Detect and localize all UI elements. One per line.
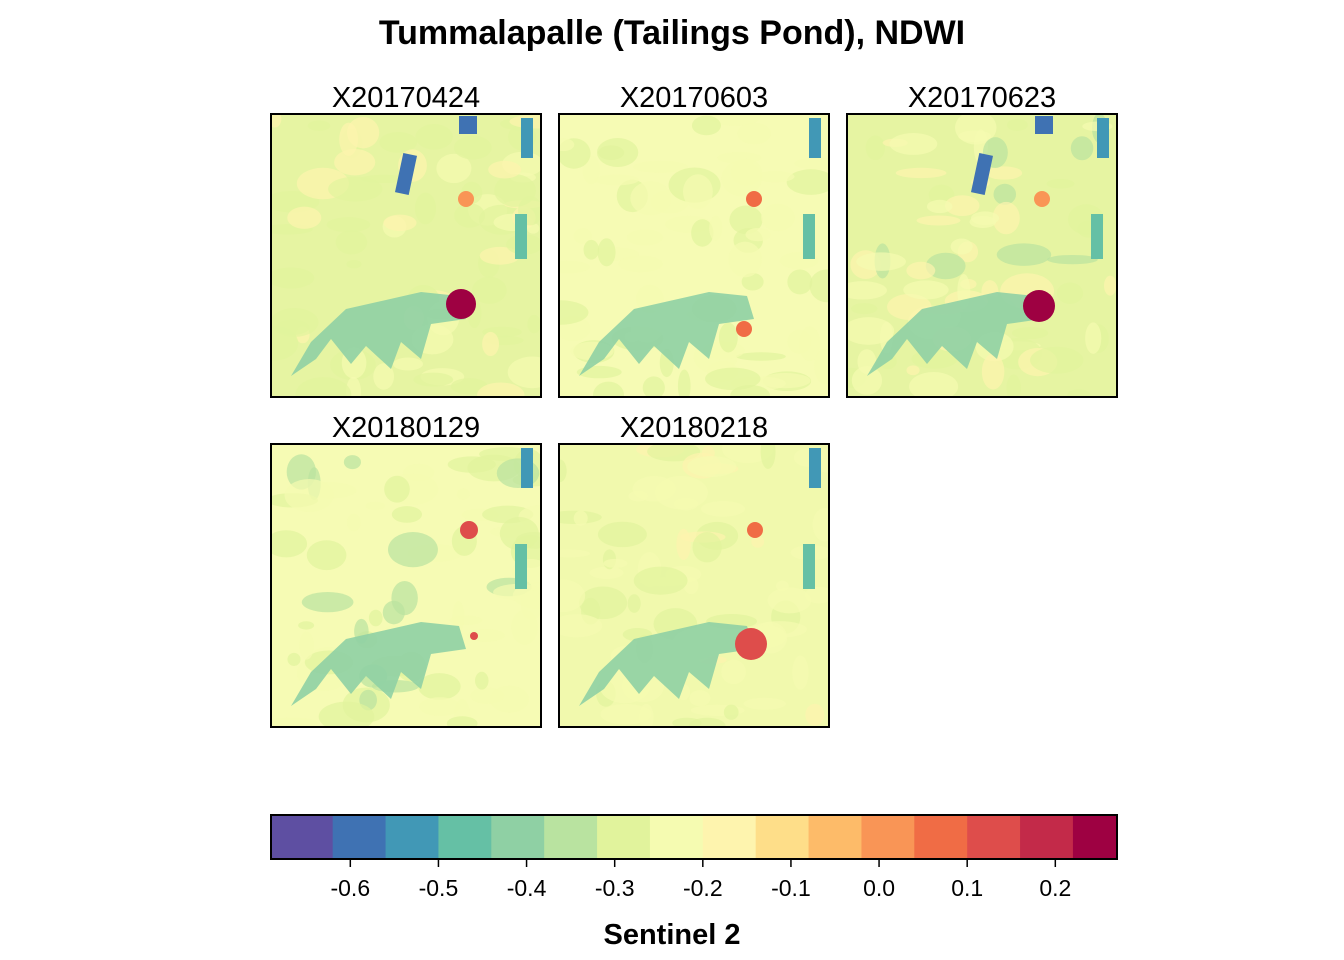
panel-X20170424: X20170424 [270, 82, 542, 398]
colorbar-tick-label: -0.6 [330, 875, 370, 901]
colorbar-swatch [702, 815, 757, 859]
panel-X20180218: X20180218 [558, 412, 830, 728]
panel-frame [558, 113, 830, 398]
panel-X20170623: X20170623 [846, 82, 1118, 398]
colorbar-swatch [808, 815, 862, 859]
colorbar-swatch [649, 815, 704, 859]
figure-title: Tummalapalle (Tailings Pond), NDWI [379, 14, 965, 52]
panel-frame [270, 443, 542, 728]
panel-title: X20170424 [332, 82, 480, 114]
raster-image [847, 114, 1117, 397]
panel-title: X20180129 [332, 412, 480, 444]
panel-X20180129: X20180129 [270, 412, 542, 728]
panel-title: X20180218 [620, 412, 768, 444]
colorbar-swatch [597, 815, 651, 859]
panel-title: X20170623 [908, 82, 1056, 114]
colorbar-tick-label: 0.0 [863, 875, 895, 901]
raster-image [559, 444, 829, 727]
panel-grid: X20170424 X20170603 X20170623 X20180129 X201… [270, 82, 1118, 728]
raster-image [271, 114, 541, 397]
colorbar-tick-label: 0.2 [1039, 875, 1071, 901]
colorbar-tick-label: -0.5 [419, 875, 459, 901]
panel-frame [270, 113, 542, 398]
colorbar-label: Sentinel 2 [604, 919, 741, 951]
colorbar-tick-label: -0.1 [771, 875, 811, 901]
colorbar-swatch [861, 815, 915, 859]
colorbar-swatch [544, 815, 598, 859]
colorbar-swatch [1020, 815, 1074, 859]
colorbar-swatch [967, 815, 1021, 859]
panel-X20170603: X20170603 [558, 82, 830, 398]
colorbar-swatch [491, 815, 545, 859]
colorbar-swatch [1072, 815, 1118, 859]
colorbar-tick-label: 0.1 [951, 875, 983, 901]
colorbar-tick-label: -0.3 [595, 875, 635, 901]
panel-frame [846, 113, 1118, 398]
colorbar-swatch [914, 815, 968, 859]
raster-image [559, 114, 829, 397]
colorbar-swatch [385, 815, 439, 859]
colorbar-swatch [332, 815, 387, 859]
colorbar-tick-label: -0.4 [507, 875, 547, 901]
colorbar-swatch [271, 815, 334, 859]
panel-title: X20170603 [620, 82, 768, 114]
colorbar-swatch [755, 815, 810, 859]
raster-image [271, 444, 541, 727]
panel-frame [558, 443, 830, 728]
colorbar-swatch [438, 815, 492, 859]
colorbar: -0.6 -0.5 -0.4 -0.3 -0.2 -0.1 0.0 0.1 0.2 [270, 814, 1118, 901]
colorbar-frame [270, 814, 1118, 860]
colorbar-tick-label: -0.2 [683, 875, 723, 901]
